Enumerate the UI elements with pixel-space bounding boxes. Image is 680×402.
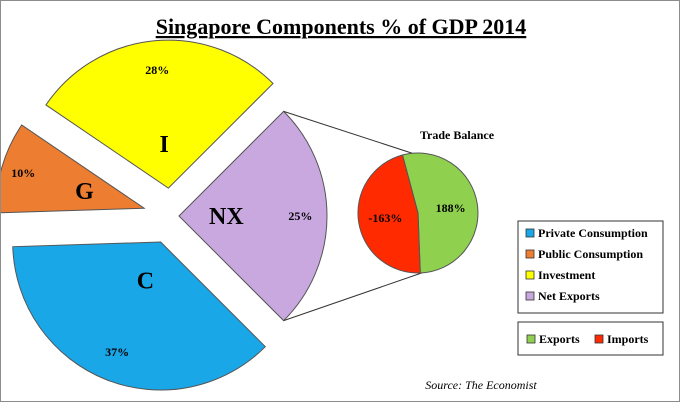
trade-legend-label-exports: Exports (539, 332, 580, 346)
slice-investment (45, 39, 274, 189)
legend-label-investment: Investment (538, 268, 595, 282)
chart-title: Singapore Components % of GDP 2014 (156, 14, 527, 39)
legend-label-private-consumption: Private Consumption (538, 226, 648, 240)
connector-top (283, 110, 414, 154)
trade-legend-swatch-imports (594, 334, 604, 344)
legend-swatch-private-consumption (525, 228, 535, 238)
connector-lines (283, 110, 424, 322)
trade-legend-label-imports: Imports (607, 332, 649, 346)
slice-letter-net-exports: NX (209, 204, 244, 230)
gdp-components-pie: C 37% G 10% I 28% NX 25% (1, 39, 328, 391)
slice-private-consumption (12, 241, 267, 391)
components-legend: Private Consumption Public Consumption Inv… (517, 220, 664, 314)
legend-swatch-public-consumption (525, 249, 535, 259)
slice-net-exports (178, 110, 328, 322)
slice-value-private-consumption: 37% (105, 345, 129, 359)
trade-legend-swatch-exports (526, 334, 536, 344)
trade-slice-imports (357, 154, 421, 274)
trade-legend: Exports Imports (517, 321, 664, 356)
legend-label-net-exports: Net Exports (538, 289, 600, 303)
connector-bottom (283, 272, 424, 322)
trade-balance-title: Trade Balance (420, 128, 495, 142)
legend-label-public-consumption: Public Consumption (538, 247, 643, 261)
trade-value-exports: 188% (436, 201, 466, 215)
source-note: Source: The Economist (425, 378, 537, 392)
trade-balance-pie: 188% -163% (357, 152, 479, 274)
slice-public-consumption (1, 124, 146, 214)
legend-swatch-net-exports (525, 291, 535, 301)
trade-value-imports: -163% (368, 211, 402, 225)
slice-value-net-exports: 25% (288, 209, 312, 223)
slice-value-public-consumption: 10% (11, 166, 35, 180)
slice-letter-investment: I (160, 132, 169, 158)
slice-letter-private-consumption: C (137, 269, 154, 295)
slice-value-investment: 28% (145, 63, 169, 77)
trade-slice-exports (401, 152, 479, 274)
slice-letter-public-consumption: G (75, 179, 94, 205)
legend-swatch-investment (525, 270, 535, 280)
